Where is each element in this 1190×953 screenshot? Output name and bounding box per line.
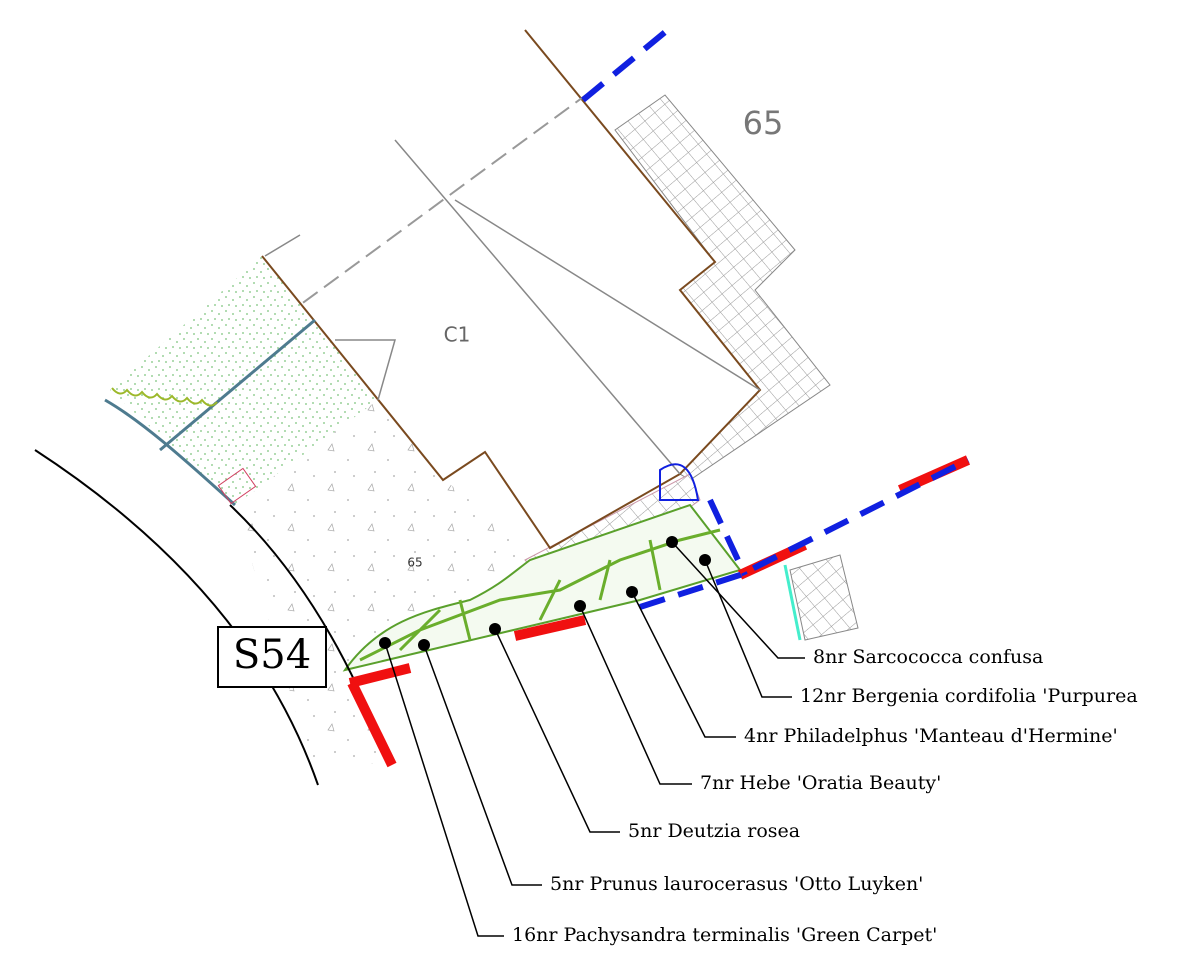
plant-label: 16nr Pachysandra terminalis 'Green Carpe… xyxy=(512,924,937,946)
leader-line xyxy=(704,559,792,698)
plant-label: 4nr Philadelphus 'Manteau d'Hermine' xyxy=(744,725,1118,747)
plant-label: 8nr Sarcococca confusa xyxy=(813,646,1043,668)
level-label: 65 xyxy=(407,556,422,570)
leader-line xyxy=(494,628,620,833)
plant-dot xyxy=(489,623,501,635)
plant-label: 5nr Deutzia rosea xyxy=(628,820,800,842)
leader-line xyxy=(384,642,504,937)
plant-dot xyxy=(666,536,678,548)
plot-number: 65 xyxy=(743,104,784,142)
leader-line xyxy=(579,605,692,785)
plant-label: 7nr Hebe 'Oratia Beauty' xyxy=(700,772,941,794)
section-box xyxy=(217,626,327,688)
leader-line xyxy=(631,591,736,738)
plan-drawing xyxy=(34,25,971,786)
plant-dot xyxy=(418,639,430,651)
plant-label: 12nr Bergenia cordifolia 'Purpurea xyxy=(800,685,1138,707)
plant-dot xyxy=(574,600,586,612)
building-label: C1 xyxy=(444,323,471,347)
plant-dot xyxy=(699,554,711,566)
section-label: S54 xyxy=(233,632,311,678)
leader-line xyxy=(423,644,542,886)
plant-dot xyxy=(379,637,391,649)
plant-dot xyxy=(626,586,638,598)
plant-labels: 8nr Sarcococca confusa 12nr Bergenia cord… xyxy=(379,536,1138,946)
leader-line xyxy=(671,541,805,659)
plant-label: 5nr Prunus laurocerasus 'Otto Luyken' xyxy=(550,873,923,895)
